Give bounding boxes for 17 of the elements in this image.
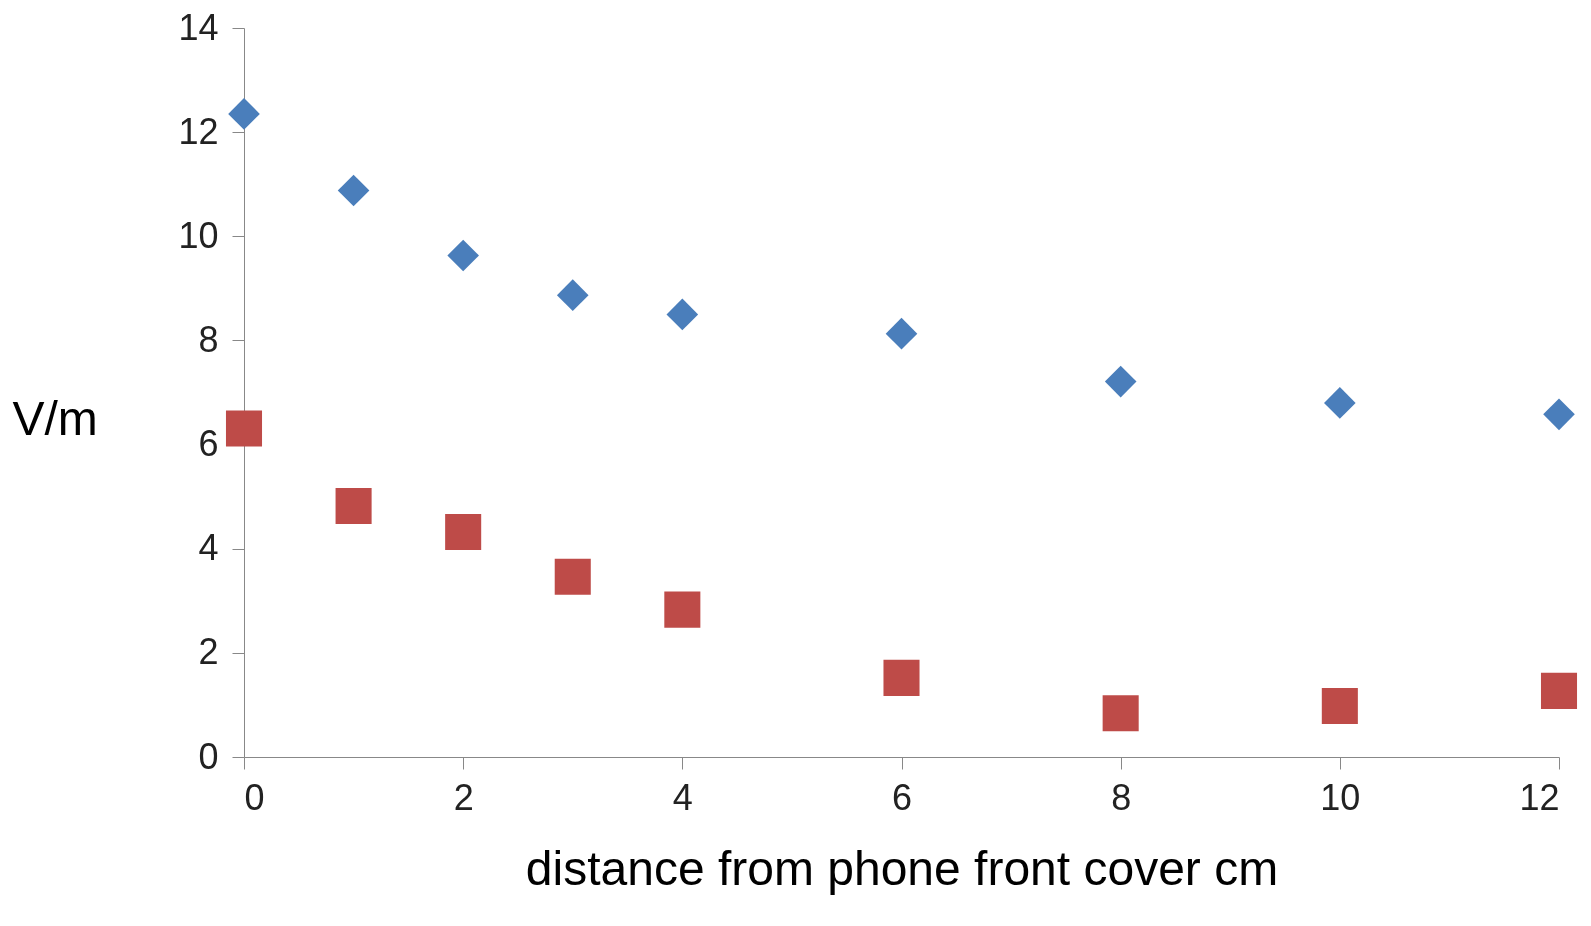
y-axis-title: V/m <box>12 391 98 445</box>
y-tick-label: 4 <box>198 527 219 569</box>
y-tick-label: 0 <box>198 735 219 777</box>
y-tick-label: 2 <box>198 631 219 673</box>
y-tick-label: 12 <box>178 110 219 152</box>
y-tick-label: 8 <box>198 318 219 360</box>
x-tick-label: 10 <box>1320 776 1361 818</box>
y-tick-label: 14 <box>178 6 219 48</box>
x-tick-label: 2 <box>453 776 474 818</box>
x-tick-label: 0 <box>244 776 265 818</box>
y-tick-label: 6 <box>198 423 219 465</box>
x-tick-label: 8 <box>1111 776 1132 818</box>
y-tick-label: 10 <box>178 214 219 256</box>
x-tick-label: 12 <box>1519 776 1560 818</box>
x-axis-title: distance from phone front cover cm <box>525 841 1279 895</box>
x-tick-label: 6 <box>891 776 913 818</box>
x-tick-label: 4 <box>672 776 693 818</box>
